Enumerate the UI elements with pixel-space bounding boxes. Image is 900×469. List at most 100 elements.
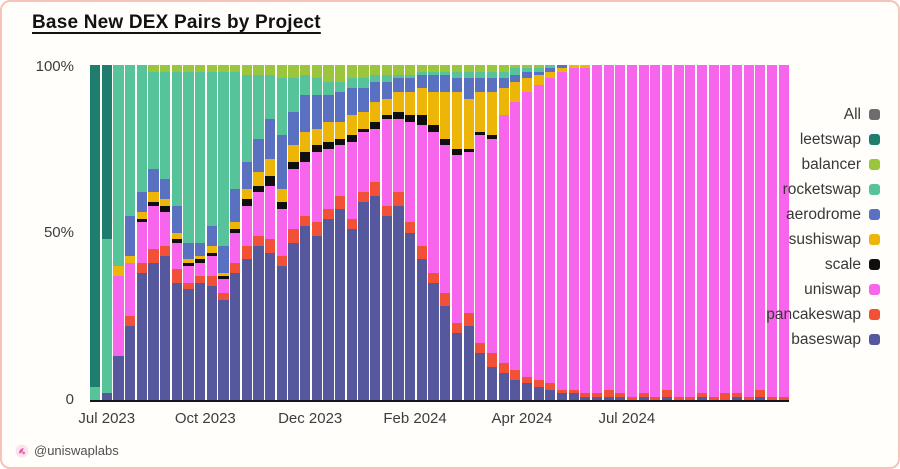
segment-baseswap (428, 282, 439, 400)
segment-leetswap (101, 65, 112, 240)
segment-sushiswap (125, 255, 136, 263)
segment-rocketswap (160, 71, 171, 179)
segment-pancakeswap (183, 282, 194, 290)
segment-uniswap (113, 276, 124, 357)
segment-aerodrome (510, 75, 521, 82)
segment-balancer (416, 65, 427, 72)
segment-scale (148, 202, 159, 206)
segment-scale (160, 205, 171, 213)
segment-pancakeswap (288, 229, 299, 243)
segment-sushiswap (580, 65, 591, 69)
segment-uniswap (206, 255, 217, 277)
segment-balancer (265, 65, 276, 76)
legend-label: All (843, 105, 861, 123)
stacked-bar (276, 65, 287, 400)
stacked-bar (346, 65, 357, 400)
legend-swatch (869, 284, 880, 295)
legend-item-sushiswap: sushiswap (766, 227, 880, 252)
segment-aerodrome (241, 162, 252, 189)
segment-rocketswap (533, 68, 544, 72)
segment-baseswap (370, 195, 381, 400)
segment-uniswap (510, 101, 521, 370)
legend-swatch (869, 184, 880, 195)
segment-scale (288, 162, 299, 169)
segment-baseswap (346, 229, 357, 400)
segment-baseswap (521, 383, 533, 400)
segment-balancer (206, 65, 217, 72)
legend-item-pancakeswap: pancakeswap (766, 302, 880, 327)
segment-sushiswap (253, 172, 264, 186)
legend-item-uniswap: uniswap (766, 277, 880, 302)
segment-scale (428, 125, 439, 133)
stacked-bar (206, 65, 217, 400)
stacked-bar (136, 65, 147, 400)
segment-rocketswap (545, 65, 556, 69)
segment-balancer (195, 65, 206, 72)
segment-balancer (323, 65, 334, 82)
segment-scale (370, 121, 381, 129)
segment-baseswap (230, 272, 241, 400)
segment-pancakeswap (253, 235, 264, 246)
segment-aerodrome (323, 95, 334, 122)
segment-balancer (230, 65, 241, 72)
segment-sushiswap (300, 132, 311, 153)
segment-baseswap (311, 235, 322, 400)
legend-item-aerodrome: aerodrome (766, 202, 880, 227)
stacked-bar (241, 65, 252, 400)
segment-uniswap (253, 192, 264, 236)
segment-rocketswap (90, 386, 101, 400)
segment-baseswap (358, 202, 369, 400)
segment-uniswap (533, 85, 544, 380)
stacked-bar (638, 65, 649, 400)
y-tick-label-100: 100% (35, 58, 74, 75)
segment-sushiswap (498, 88, 509, 116)
stacked-bar (463, 65, 474, 400)
segment-baseswap (136, 272, 147, 400)
segment-pancakeswap (638, 393, 649, 397)
segment-scale (323, 142, 334, 149)
segment-pancakeswap (650, 396, 661, 400)
segment-baseswap (288, 242, 299, 400)
segment-baseswap (731, 396, 743, 400)
segment-sushiswap (288, 145, 299, 163)
segment-aerodrome (475, 78, 486, 92)
stacked-bar (731, 65, 743, 400)
legend-label: sushiswap (788, 230, 861, 248)
segment-uniswap (370, 128, 381, 183)
segment-balancer (183, 65, 194, 72)
segment-pancakeswap (335, 195, 346, 210)
segment-uniswap (300, 162, 311, 216)
x-tick-label: Oct 2023 (174, 410, 236, 427)
segment-pancakeswap (370, 182, 381, 196)
segment-uniswap (393, 118, 404, 193)
legend-swatch (869, 309, 880, 320)
segment-pancakeswap (405, 222, 416, 233)
segment-rocketswap (451, 71, 462, 79)
segment-aerodrome (416, 75, 427, 89)
segment-aerodrome (183, 242, 194, 260)
segment-uniswap (521, 91, 533, 377)
segment-pancakeswap (428, 272, 439, 283)
stacked-bar (101, 65, 112, 400)
watermark-handle: @uniswaplabs (34, 443, 119, 458)
segment-uniswap (591, 65, 603, 394)
segment-scale (346, 135, 357, 143)
segment-balancer (521, 65, 533, 69)
stacked-bar (451, 65, 462, 400)
stacked-bar (685, 65, 696, 400)
segment-rocketswap (230, 71, 241, 189)
segment-sushiswap (545, 71, 556, 79)
segment-balancer (498, 65, 509, 72)
segment-scale (393, 111, 404, 119)
segment-pancakeswap (311, 222, 322, 236)
segment-sushiswap (311, 128, 322, 146)
stacked-bar (405, 65, 416, 400)
segment-uniswap (720, 65, 731, 394)
segment-pancakeswap (626, 396, 638, 400)
segment-pancakeswap (778, 396, 789, 400)
stacked-bar (416, 65, 427, 400)
segment-aerodrome (265, 118, 276, 159)
segment-balancer (300, 65, 311, 76)
legend-swatch (869, 234, 880, 245)
segment-sushiswap (206, 245, 217, 253)
